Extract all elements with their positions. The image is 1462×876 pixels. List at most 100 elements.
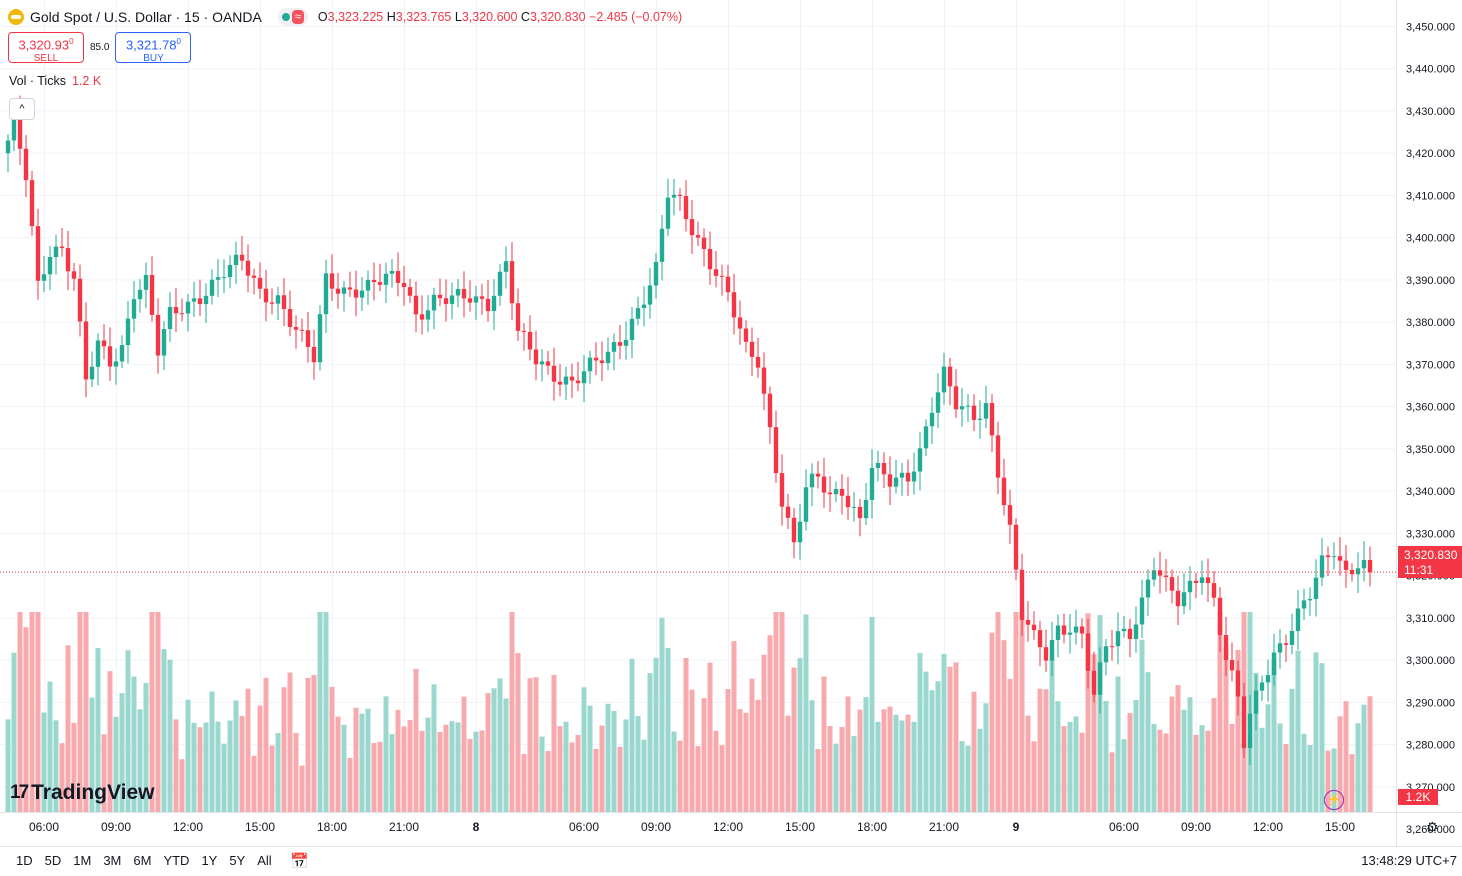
volume-bar [1337, 716, 1343, 812]
candle-body [311, 346, 317, 363]
go-to-date-icon[interactable]: 📅 [290, 853, 309, 870]
range-1y[interactable]: 1Y [201, 853, 218, 868]
volume-bar [899, 720, 905, 812]
tradingview-logo[interactable]: 17 TradingView [10, 781, 155, 804]
market-status-pill[interactable]: ≈ [277, 8, 308, 26]
candle-body [791, 517, 797, 543]
volume-legend[interactable]: Vol · Ticks 1.2 K [9, 74, 102, 88]
y-tick-label: 3,300.000 [1406, 655, 1455, 667]
candle-body [515, 303, 521, 331]
range-ytd[interactable]: YTD [163, 853, 190, 868]
volume-bar [953, 662, 959, 812]
volume-bar [833, 743, 839, 812]
volume-bar [1049, 659, 1055, 812]
volume-bar [107, 671, 113, 812]
candle-body [635, 308, 641, 319]
candle-body [167, 307, 173, 330]
wave-icon: ≈ [291, 10, 304, 24]
volume-bar [485, 693, 491, 812]
collapse-legend-button[interactable]: ^ [9, 98, 35, 120]
volume-bar [191, 722, 197, 812]
y-tick-label: 3,380.000 [1406, 317, 1455, 329]
candle-body [377, 282, 383, 285]
volume-bar [1313, 652, 1319, 812]
range-1m[interactable]: 1M [73, 853, 92, 868]
volume-bar [815, 749, 821, 812]
candle-body [413, 295, 419, 315]
volume-bar [617, 746, 623, 812]
volume-bar [425, 717, 431, 812]
candle-body [287, 309, 293, 327]
candle-body [797, 521, 803, 543]
volume-bar [1283, 744, 1289, 812]
candle-body [947, 366, 953, 387]
candle-body [1139, 597, 1145, 625]
volume-bar [1229, 723, 1235, 812]
volume-marker-label: 1.2K [1398, 789, 1438, 805]
volume-bar [1097, 615, 1103, 812]
settings-gear-icon[interactable]: ⚙ [1426, 819, 1439, 835]
volume-bar [1115, 676, 1121, 812]
volume-bar [413, 668, 419, 812]
volume-bar [143, 682, 149, 812]
candle-body [1223, 634, 1229, 660]
symbol-title[interactable]: Gold Spot / U.S. Dollar · 15 · OANDA [30, 9, 262, 25]
candle-body [665, 197, 671, 229]
candle-body [1109, 646, 1115, 648]
clock[interactable]: 13:48:29 UTC+7 [1361, 853, 1457, 868]
candle-body [143, 274, 149, 290]
range-3m[interactable]: 3M [103, 853, 122, 868]
volume-bar [1091, 654, 1097, 812]
candle-body [233, 254, 239, 265]
price-chart[interactable]: 3,450.000 3,440.000 3,430.000 3,420.000 3,41… [0, 0, 1462, 846]
gold-symbol-icon [8, 9, 24, 25]
volume-bar [1085, 613, 1091, 812]
volume-bar [863, 697, 869, 812]
range-1d[interactable]: 1D [16, 853, 33, 868]
volume-bar [761, 654, 767, 812]
candle-body [101, 340, 107, 347]
candle-body [335, 288, 341, 294]
buy-button[interactable]: 3,321.780 BUY [115, 32, 192, 64]
candle-body [1061, 625, 1067, 635]
candle-body [47, 257, 53, 275]
range-5y[interactable]: 5Y [229, 853, 246, 868]
volume-bar [605, 703, 611, 812]
candle-body [629, 318, 635, 340]
volume-bar [233, 700, 239, 812]
volume-bar [1157, 729, 1163, 812]
volume-bar [875, 721, 881, 812]
candle-body [893, 477, 899, 487]
x-tick-label: 12:00 [713, 820, 743, 834]
candle-body [803, 487, 809, 522]
volume-bar [317, 612, 323, 812]
chevron-up-icon: ^ [19, 103, 25, 115]
volume-bar [1301, 733, 1307, 812]
volume-bar [461, 696, 467, 812]
candle-body [479, 296, 485, 299]
volume-bar [689, 689, 695, 812]
volume-bar [1343, 701, 1349, 812]
candle-body [899, 472, 905, 478]
volume-bar [797, 658, 803, 812]
candle-body [1265, 675, 1271, 683]
range-all[interactable]: All [257, 853, 272, 868]
volume-bar [131, 676, 137, 812]
candle-body [839, 488, 845, 496]
candle-body [1025, 619, 1031, 625]
bottom-toolbar: 1D 5D 1M 3M 6M YTD 1Y 5Y All 📅 13:48:29 UTC+7 [0, 846, 1462, 876]
range-6m[interactable]: 6M [133, 853, 152, 868]
candle-body [71, 271, 77, 279]
volume-bar [269, 745, 275, 812]
candle-body [173, 307, 179, 314]
x-tick-label: 21:00 [389, 820, 419, 834]
volume-bar [785, 715, 791, 812]
range-5d[interactable]: 5D [44, 853, 62, 868]
candle-body [203, 295, 209, 305]
candle-body [1163, 575, 1169, 578]
volume-bar [1253, 672, 1259, 812]
lightning-icon[interactable]: ⚡ [1324, 790, 1344, 810]
candle-body [131, 299, 137, 319]
candle-body [989, 403, 995, 436]
sell-button[interactable]: 3,320.930 SELL [8, 32, 84, 64]
